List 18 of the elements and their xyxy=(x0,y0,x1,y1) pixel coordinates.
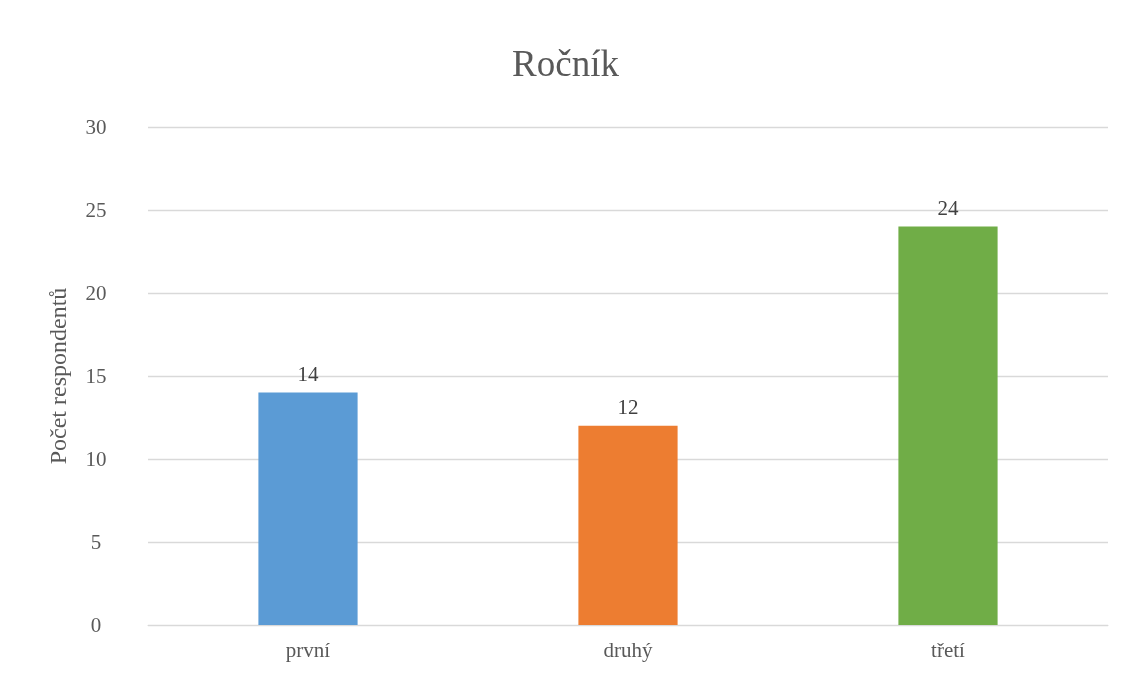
y-tick-label: 15 xyxy=(85,364,107,388)
x-tick-label: druhý xyxy=(603,637,653,662)
y-tick-label: 5 xyxy=(90,530,102,554)
bar xyxy=(578,425,678,625)
y-tick-label: 20 xyxy=(85,281,107,305)
data-label: 14 xyxy=(297,362,319,387)
chart-title: Ročník xyxy=(512,43,620,84)
x-tick-label: třetí xyxy=(931,637,966,662)
y-tick-label: 0 xyxy=(90,613,102,637)
data-label: 24 xyxy=(937,196,959,221)
y-tick-label: 30 xyxy=(85,115,107,139)
x-tick-label: první xyxy=(285,637,331,662)
data-label: 12 xyxy=(617,395,639,420)
y-axis-title: Počet respondentů xyxy=(45,287,71,465)
y-tick-label: 10 xyxy=(85,447,107,471)
bar xyxy=(258,392,358,625)
y-tick-label: 25 xyxy=(85,198,107,222)
bar xyxy=(898,226,998,625)
